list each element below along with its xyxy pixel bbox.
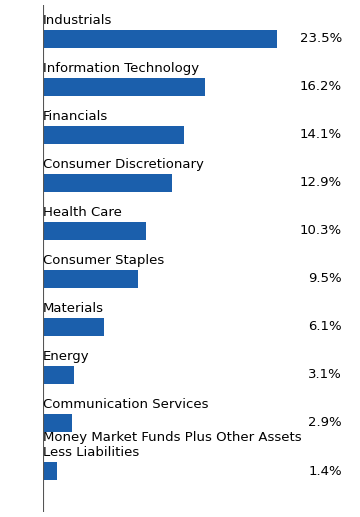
Text: Financials: Financials (43, 110, 108, 124)
Bar (43, 414, 72, 432)
Text: Communication Services: Communication Services (43, 399, 209, 412)
Text: Health Care: Health Care (43, 206, 122, 219)
Bar (43, 29, 277, 48)
Text: Energy: Energy (43, 351, 90, 363)
Text: Consumer Staples: Consumer Staples (43, 254, 165, 267)
Text: 16.2%: 16.2% (300, 80, 342, 93)
Text: 9.5%: 9.5% (309, 272, 342, 285)
Bar (43, 222, 146, 240)
Text: 6.1%: 6.1% (309, 321, 342, 333)
Bar (43, 462, 57, 480)
Text: Consumer Discretionary: Consumer Discretionary (43, 158, 204, 171)
Text: Materials: Materials (43, 302, 104, 315)
Text: 3.1%: 3.1% (308, 369, 342, 382)
Text: 10.3%: 10.3% (300, 224, 342, 237)
Text: 1.4%: 1.4% (309, 464, 342, 478)
Text: 2.9%: 2.9% (309, 417, 342, 430)
Text: Industrials: Industrials (43, 14, 113, 27)
Bar (43, 318, 104, 336)
Text: Information Technology: Information Technology (43, 62, 199, 75)
Text: 14.1%: 14.1% (300, 128, 342, 141)
Text: 12.9%: 12.9% (300, 176, 342, 189)
Bar (43, 78, 204, 96)
Bar (43, 270, 138, 288)
Bar (43, 366, 74, 384)
Bar (43, 174, 172, 192)
Text: Money Market Funds Plus Other Assets
Less Liabilities: Money Market Funds Plus Other Assets Les… (43, 432, 302, 460)
Bar (43, 126, 184, 144)
Text: 23.5%: 23.5% (300, 32, 342, 45)
